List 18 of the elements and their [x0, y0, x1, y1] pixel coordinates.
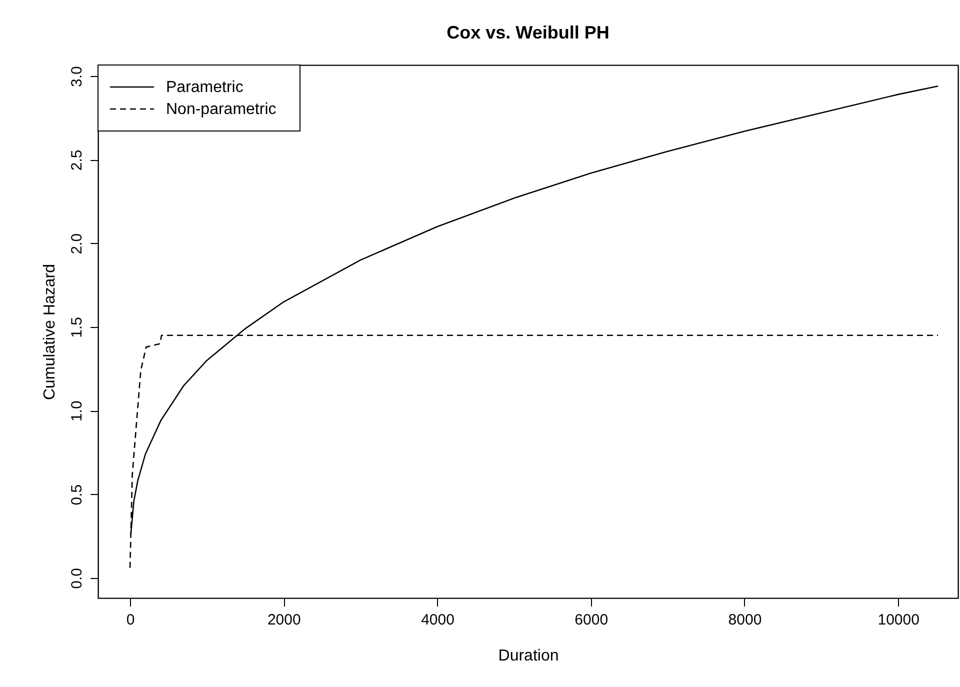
legend-label: Parametric [166, 79, 244, 96]
y-tick-label: 3.0 [68, 66, 86, 87]
x-tick-label: 6000 [574, 612, 608, 628]
x-axis-title: Duration [498, 648, 559, 664]
legend-label: Non-parametric [166, 101, 276, 118]
x-tick-label: 10000 [878, 612, 920, 628]
y-tick-label: 1.5 [68, 317, 86, 338]
x-tick-label: 4000 [421, 612, 454, 628]
y-tick-label: 2.0 [68, 233, 86, 254]
y-tick-label: 2.5 [68, 150, 86, 171]
chart-title: Cox vs. Weibull PH [446, 22, 610, 42]
y-tick-label: 0.5 [68, 484, 86, 506]
x-tick-label: 8000 [728, 612, 762, 628]
x-tick-label: 0 [126, 612, 135, 628]
x-tick-label: 2000 [267, 612, 301, 628]
y-axis-title: Cumulative Hazard [42, 264, 58, 400]
y-tick-label: 0.0 [68, 568, 86, 589]
y-tick-label: 1.0 [68, 400, 86, 422]
